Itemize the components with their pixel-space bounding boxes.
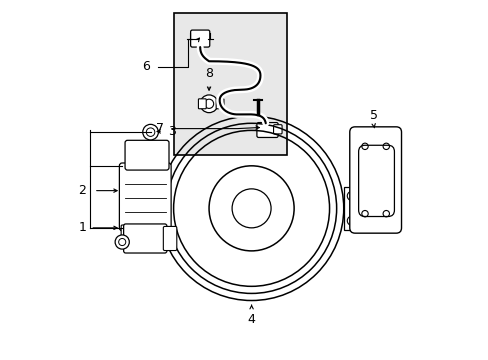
Text: 4: 4: [247, 313, 255, 326]
FancyBboxPatch shape: [125, 140, 169, 170]
FancyBboxPatch shape: [123, 224, 166, 253]
Text: 6: 6: [142, 60, 149, 73]
Circle shape: [142, 124, 158, 140]
FancyBboxPatch shape: [121, 225, 135, 238]
FancyBboxPatch shape: [216, 99, 224, 109]
Text: 7: 7: [155, 122, 163, 135]
Text: 5: 5: [369, 108, 377, 122]
Text: 2: 2: [78, 184, 86, 197]
Circle shape: [232, 189, 270, 228]
Circle shape: [200, 95, 218, 113]
FancyBboxPatch shape: [119, 163, 171, 231]
FancyBboxPatch shape: [149, 223, 165, 239]
Text: 3: 3: [168, 125, 176, 138]
Text: 8: 8: [204, 67, 213, 80]
Bar: [173, 13, 286, 155]
FancyBboxPatch shape: [190, 30, 209, 47]
Text: 1: 1: [78, 221, 86, 234]
FancyBboxPatch shape: [198, 99, 206, 109]
FancyBboxPatch shape: [256, 123, 278, 138]
FancyBboxPatch shape: [273, 125, 282, 134]
FancyBboxPatch shape: [358, 145, 394, 216]
FancyBboxPatch shape: [349, 127, 401, 233]
FancyBboxPatch shape: [343, 187, 356, 230]
Circle shape: [115, 235, 129, 249]
FancyBboxPatch shape: [163, 226, 177, 251]
FancyBboxPatch shape: [149, 177, 165, 193]
